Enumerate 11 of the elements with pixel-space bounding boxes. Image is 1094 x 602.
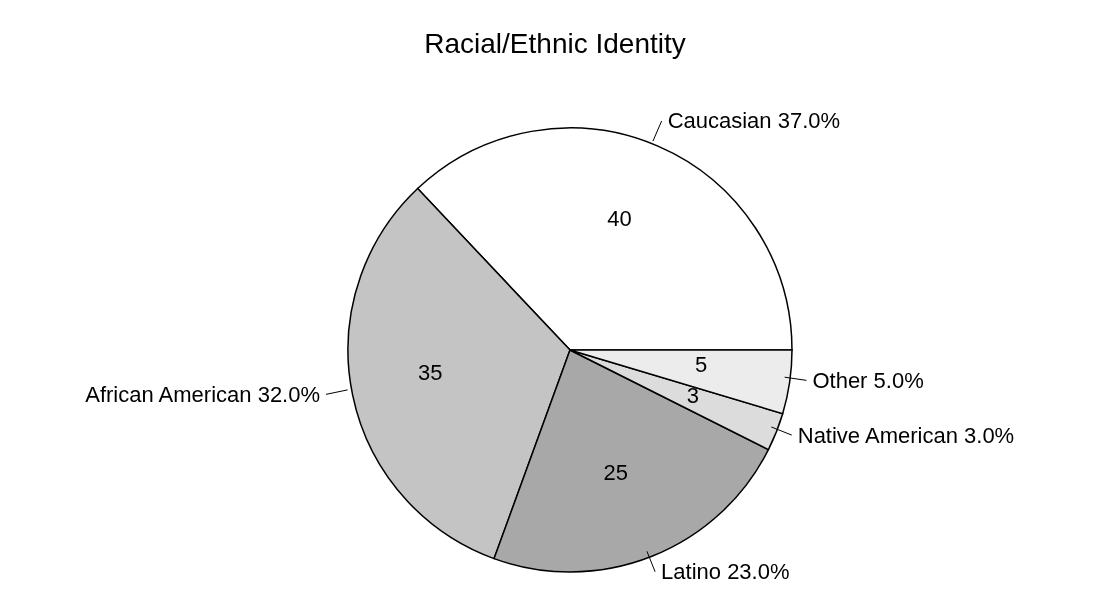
- slice-label: Native American 3.0%: [797, 422, 1015, 448]
- chart-title: Racial/Ethnic Identity: [423, 28, 687, 60]
- data-label: 35: [417, 360, 443, 386]
- slice-label: Other 5.0%: [812, 367, 924, 393]
- data-label: 5: [695, 352, 708, 378]
- slice-label: Latino 23.0%: [661, 559, 790, 585]
- data-label: 3: [686, 383, 700, 409]
- data-label: 40: [607, 206, 632, 232]
- slice-label: Caucasian 37.0%: [667, 108, 841, 134]
- slice-label: African American 32.0%: [85, 381, 321, 407]
- data-label: 25: [603, 460, 629, 486]
